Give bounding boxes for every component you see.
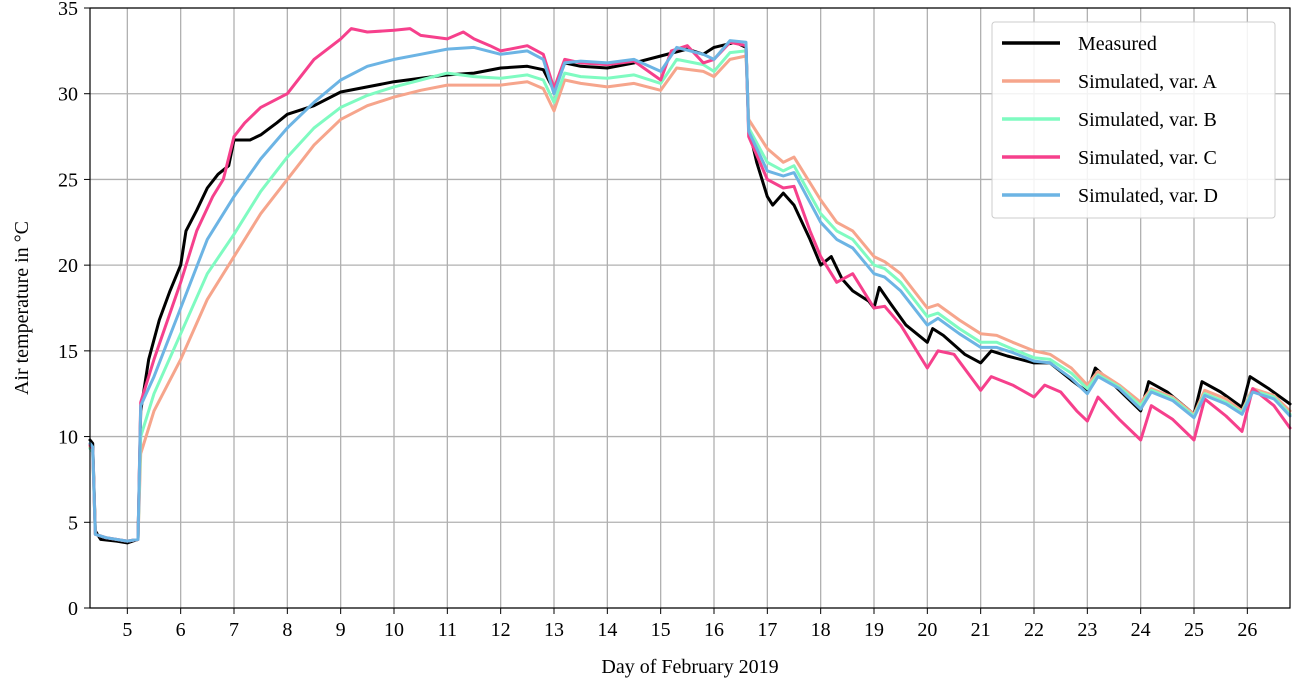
y-tick-label: 30 [58, 84, 78, 106]
series-line-1 [88, 54, 1292, 543]
legend-label-2: Simulated, var. B [1078, 109, 1217, 131]
x-tick-label: 25 [1184, 619, 1204, 641]
legend-label-3: Simulated, var. C [1078, 147, 1217, 169]
axes [89, 7, 1291, 609]
x-tick-label: 18 [811, 619, 831, 641]
y-tick-label: 20 [58, 255, 78, 277]
x-tick-label: 10 [384, 619, 404, 641]
tick-labels: 5 6 7 8 9 10 11 12 13 14 15 16 17 18 19 20 21 22 23 24 25 26 0… [58, 0, 1257, 641]
x-tick-label: 13 [544, 619, 564, 641]
x-tick-label: 17 [757, 619, 777, 641]
x-tick-label: 24 [1131, 619, 1151, 641]
y-tick-label: 35 [58, 0, 78, 20]
x-tick-label: 15 [651, 619, 671, 641]
x-tick-label: 20 [917, 619, 937, 641]
x-tick-label: 12 [491, 619, 511, 641]
x-tick-label: 23 [1077, 619, 1097, 641]
series-line-3 [88, 27, 1292, 543]
x-tick-label: 22 [1024, 619, 1044, 641]
legend-box [991, 21, 1276, 219]
legend-label-0: Measured [1078, 33, 1157, 55]
series-lines [88, 27, 1292, 545]
y-tick-label: 5 [68, 512, 78, 534]
y-tick-label: 0 [68, 598, 78, 620]
x-tick-label: 16 [704, 619, 724, 641]
x-tick-label: 7 [229, 619, 239, 641]
x-tick-label: 9 [336, 619, 346, 641]
legend: Measured Simulated, var. A Simulated, var.… [991, 21, 1276, 219]
x-tick-label: 19 [864, 619, 884, 641]
y-tick-label: 25 [58, 169, 78, 191]
x-tick-label: 21 [971, 619, 991, 641]
legend-label-1: Simulated, var. A [1078, 71, 1217, 93]
y-tick-label: 10 [58, 427, 78, 449]
x-tick-label: 5 [122, 619, 132, 641]
x-tick-label: 8 [282, 619, 292, 641]
x-tick-label: 11 [438, 619, 457, 641]
y-axis-label: Air temperature in °C [11, 221, 33, 395]
plot-frame [89, 7, 1291, 609]
x-tick-label: 6 [176, 619, 186, 641]
x-axis-label: Day of February 2019 [601, 656, 778, 678]
x-tick-label: 26 [1237, 619, 1257, 641]
legend-label-4: Simulated, var. D [1078, 185, 1218, 207]
y-tick-label: 15 [58, 341, 78, 363]
x-tick-label: 14 [597, 619, 617, 641]
series-line-4 [88, 39, 1292, 543]
